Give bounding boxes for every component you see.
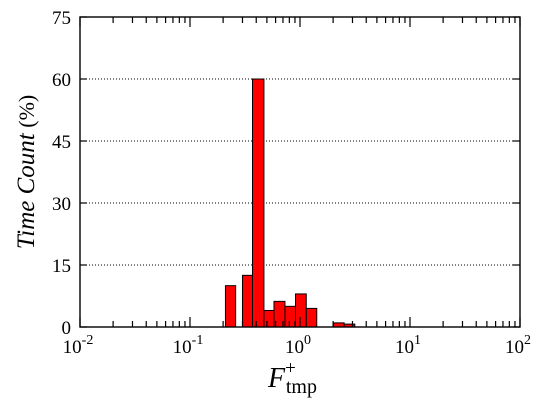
x-tick-labels: 10-2 10-1 100 101 102	[63, 333, 531, 358]
plot-frame	[79, 16, 521, 328]
y-tick-label: 0	[62, 318, 72, 339]
y-tick-label: 30	[52, 194, 71, 215]
axis-ticks	[79, 16, 521, 328]
y-tick-label: 15	[52, 256, 71, 277]
x-tick-label: 10-2	[63, 333, 94, 358]
y-tick-label: 60	[52, 70, 71, 91]
x-tick-label: 10-1	[173, 333, 204, 358]
histogram-bar	[294, 293, 307, 328]
x-tick-label: 102	[505, 333, 531, 358]
y-tick-label: 75	[52, 8, 71, 29]
histogram-bar	[252, 78, 265, 328]
histogram-bar	[284, 305, 296, 328]
x-tick-label: 101	[395, 333, 421, 358]
histogram-bar	[224, 285, 237, 328]
histogram-bar	[263, 309, 275, 328]
y-tick-labels: 0 15 30 45 60 75	[52, 8, 71, 339]
x-axis-title: F+ tmp	[267, 358, 317, 398]
histogram-bar	[305, 307, 318, 328]
histogram-bar	[241, 274, 254, 328]
x-tick-label: 100	[285, 333, 311, 358]
gridlines	[80, 78, 520, 266]
y-tick-label: 45	[52, 132, 71, 153]
y-axis-title: Time Count (%)	[13, 95, 40, 249]
